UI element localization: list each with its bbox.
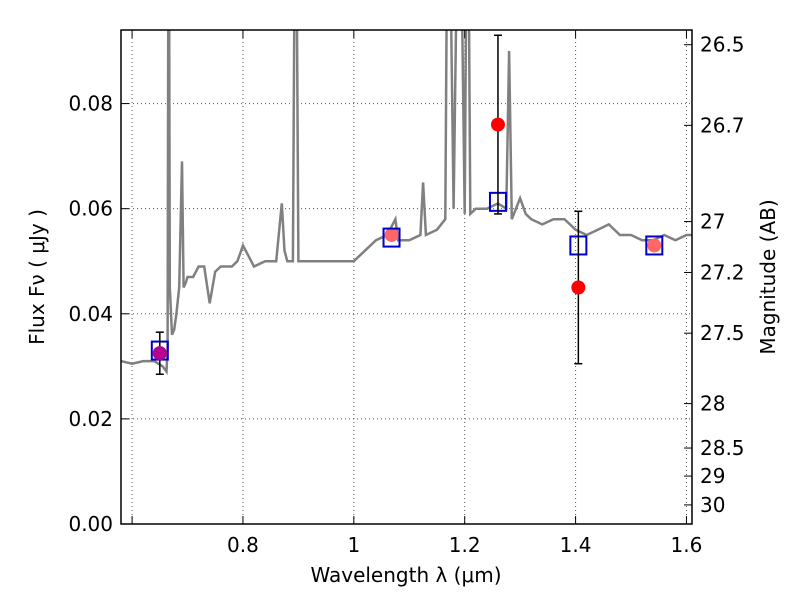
plot-frame (120, 29, 693, 525)
secondary-point (647, 238, 662, 253)
right-tick-label: 29 (700, 464, 725, 488)
x-tick-label: 1.6 (671, 533, 703, 557)
right-tick-label: 27.5 (700, 321, 745, 345)
data-markers (150, 34, 664, 375)
right-tick-label: 26.5 (700, 33, 745, 57)
x-tick-label: 1 (347, 533, 360, 557)
model-photometry-square (645, 235, 664, 256)
x-tick-label: 1.2 (449, 533, 481, 557)
plot-background (121, 30, 692, 524)
right-tick-label: 28.5 (700, 436, 745, 460)
model-spectrum-line (121, 30, 692, 376)
axis-ticks: 0.8 1 1.2 1.4 1.6 0.00 0.02 0.04 0.06 0.08 26.5 26.… (68, 30, 745, 557)
right-tick-label: 26.7 (700, 113, 745, 137)
y-tick-label: 0.06 (68, 197, 113, 221)
observed-flux-point (490, 117, 505, 132)
overlap-point (152, 346, 167, 361)
secondary-point (384, 227, 399, 242)
right-tick-label: 28 (700, 392, 725, 416)
y-tick-label: 0.08 (68, 92, 113, 116)
right-tick-label: 27.2 (700, 260, 745, 284)
right-tick-label: 30 (700, 493, 725, 517)
model-photometry-square (382, 227, 401, 248)
x-tick-label: 0.8 (227, 533, 259, 557)
y-tick-label: 0.04 (68, 302, 113, 326)
x-tick-label: 1.4 (560, 533, 592, 557)
y-axis-label: Flux Fν ( μJy ) (25, 209, 49, 345)
right-axis-label: Magnitude (AB) (756, 199, 780, 354)
observed-flux-point (571, 280, 586, 295)
x-axis-label: Wavelength λ (μm) (310, 563, 501, 587)
y-tick-label: 0.00 (68, 512, 113, 536)
right-tick-label: 27 (700, 210, 725, 234)
y-tick-label: 0.02 (68, 407, 113, 431)
